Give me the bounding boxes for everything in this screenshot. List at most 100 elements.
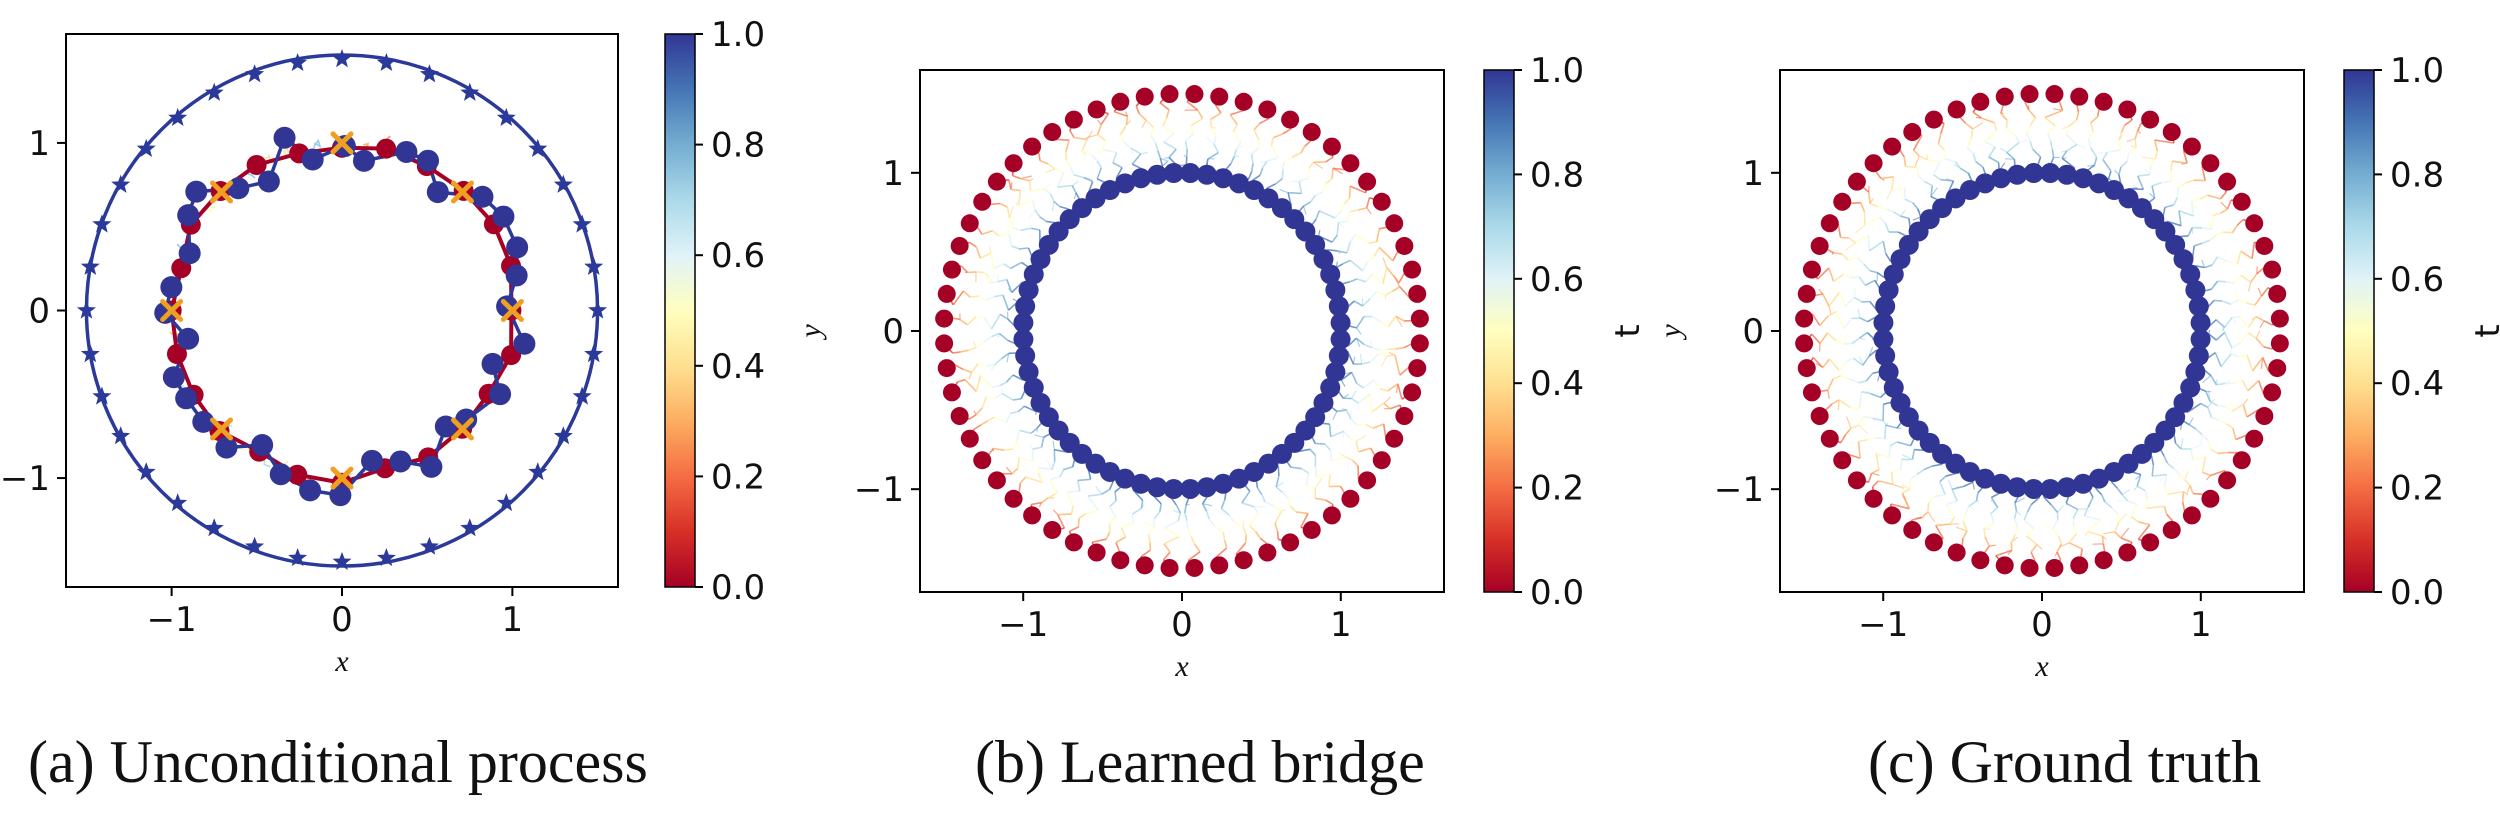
bridge-path-segment: [1911, 202, 1919, 210]
bridge-path-segment: [2247, 332, 2257, 339]
bridge-path-segment: [2202, 227, 2213, 230]
bridge-path-segment: [1970, 128, 1974, 138]
bridge-path-segment: [2179, 235, 2189, 238]
bridge-path-segment: [1983, 528, 1986, 537]
bridge-path-segment: [1328, 474, 1331, 487]
end-point: [2173, 392, 2194, 413]
bridge-path-segment: [1341, 281, 1350, 285]
bridge-path-branch: [1850, 269, 1858, 279]
bridge-path-segment: [2152, 473, 2167, 477]
bridge-path-branch: [1100, 135, 1106, 141]
outer-ring-star-marker: [204, 82, 224, 101]
bridge-path-segment: [2037, 156, 2042, 166]
bridge-path-segment: [2101, 535, 2105, 544]
bridge-path-branch: [1109, 516, 1117, 521]
bridge-path-branch: [1366, 207, 1372, 215]
bridge-path-segment: [1901, 488, 1911, 494]
colorbar-tick-label: 0.6: [2390, 260, 2444, 300]
bridge-path-segment: [1988, 156, 1999, 164]
bridge-path-segment: [2107, 170, 2112, 179]
bridge-path-segment: [1193, 543, 1201, 553]
bridge-path-segment: [2247, 380, 2260, 392]
bridge-path-segment: [1399, 286, 1411, 299]
start-point: [2201, 154, 2220, 173]
bridge-path-segment: [1264, 501, 1275, 507]
bridge-path-segment: [1854, 296, 1863, 303]
start-point: [960, 429, 979, 448]
bridge-path-segment: [2201, 239, 2210, 245]
bridge-path-segment: [2150, 456, 2155, 466]
bridge-path-segment: [1163, 520, 1179, 529]
bridge-path-branch: [1222, 532, 1225, 535]
bridge-path-segment: [1114, 110, 1128, 118]
end-point: [2056, 164, 2077, 185]
end-point: [1115, 173, 1136, 194]
end-point: [273, 126, 296, 149]
bridge-path-segment: [2104, 501, 2113, 509]
bridge-path-segment: [1105, 531, 1111, 540]
bridge-path-segment: [998, 332, 1009, 341]
start-point: [1372, 192, 1391, 211]
bridge-path-branch: [2144, 169, 2151, 175]
bridge-path-branch: [984, 377, 993, 388]
end-point: [1130, 168, 1151, 189]
bridge-path-segment: [2111, 481, 2118, 489]
bridge-path-segment: [1825, 403, 1833, 411]
end-point: [1325, 280, 1346, 301]
x-axis-label: x: [1174, 650, 1189, 683]
bridge-path-segment: [1840, 375, 1850, 380]
start-point: [2270, 334, 2289, 353]
colorbar-tick-label: 0.8: [711, 126, 765, 166]
outer-ring-star-marker: [111, 426, 131, 445]
outer-ring-star-marker: [92, 386, 112, 405]
bridge-path-segment: [1108, 481, 1114, 490]
bridge-path-branch: [1395, 383, 1399, 393]
bridge-path-segment: [1207, 152, 1219, 160]
bridge-path-segment: [2124, 119, 2133, 127]
bridge-path-branch: [1332, 167, 1343, 175]
bridge-path-segment: [1850, 424, 1859, 429]
bridge-path-segment: [1282, 128, 1292, 135]
bridge-path-segment: [1346, 241, 1352, 254]
end-point: [2073, 168, 2094, 189]
bridge-path-segment: [2200, 402, 2209, 409]
bridge-path-segment: [1230, 109, 1245, 116]
bridge-path-segment: [1939, 475, 1947, 483]
bridge-path-segment: [1147, 526, 1155, 535]
bridge-path-branch: [1006, 353, 1010, 363]
bridge-path-segment: [1229, 114, 1238, 126]
bridge-path-segment: [1822, 293, 1830, 307]
bridge-path-branch: [2159, 474, 2168, 482]
end-point: [1328, 296, 1349, 317]
bridge-path-branch: [1119, 127, 1127, 136]
bridge-path-segment: [1394, 354, 1401, 376]
bridge-path-segment: [1989, 513, 1995, 524]
end-point: [160, 276, 183, 299]
bridge-path-segment: [2075, 112, 2080, 121]
bridge-path-branch: [1973, 151, 1977, 155]
bridge-path-segment: [1270, 145, 1279, 159]
start-point: [1111, 551, 1130, 570]
start-point: [2070, 87, 2089, 106]
bridge-path-segment: [1356, 382, 1365, 389]
end-point: [1147, 477, 1168, 498]
end-point: [505, 264, 528, 287]
bridge-path-segment: [1305, 472, 1310, 486]
bridge-path-segment: [1968, 500, 1977, 507]
bridge-path-segment: [994, 416, 1007, 424]
y-tick-label: −1: [1714, 470, 1764, 510]
bridge-path-segment: [1030, 427, 1038, 434]
bridge-path-segment: [1833, 273, 1845, 282]
bridge-path-segment: [980, 420, 989, 426]
bridge-path-segment: [2050, 504, 2059, 513]
bridge-path-segment: [1262, 160, 1268, 169]
bridge-path-branch: [1202, 503, 1213, 507]
bridge-path-branch: [1984, 136, 1993, 143]
bridge-path-segment: [1841, 253, 1849, 261]
start-point: [2218, 471, 2237, 490]
end-point: [329, 484, 352, 507]
start-point: [1004, 489, 1023, 508]
bridge-path-branch: [1010, 182, 1013, 190]
data-layer: [76, 49, 608, 570]
bridge-path-segment: [1235, 542, 1247, 555]
